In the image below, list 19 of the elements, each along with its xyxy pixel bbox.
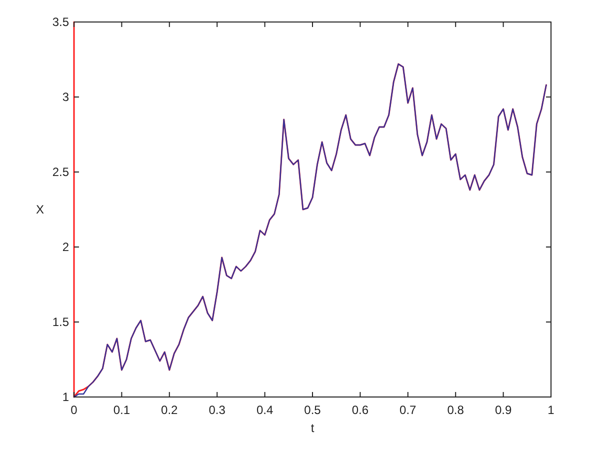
- x-tick-label: 0.5: [304, 403, 322, 417]
- y-tick-label: 3: [62, 90, 70, 104]
- x-tick-label: 0.1: [113, 403, 130, 417]
- x-tick-label: 0.8: [447, 403, 464, 417]
- y-tick-label: 3.5: [52, 15, 70, 29]
- y-axis-title: X: [36, 202, 44, 216]
- x-tick-label: 0.6: [352, 403, 369, 417]
- y-tick-label: 2.5: [52, 165, 70, 179]
- x-tick-label: 0.7: [400, 403, 417, 417]
- x-tick-label: 0.2: [161, 403, 178, 417]
- y-tick-label: 1: [62, 390, 70, 404]
- x-tick-label: 0.4: [256, 403, 274, 417]
- x-tick-label: 0: [70, 403, 78, 417]
- x-axis-title: t: [310, 421, 315, 435]
- y-tick-label: 1.5: [52, 315, 70, 329]
- x-tick-label: 0.3: [208, 403, 226, 417]
- y-tick-label: 2: [62, 240, 70, 254]
- x-tick-label: 0.9: [494, 403, 512, 417]
- x-tick-label: 1: [548, 403, 555, 417]
